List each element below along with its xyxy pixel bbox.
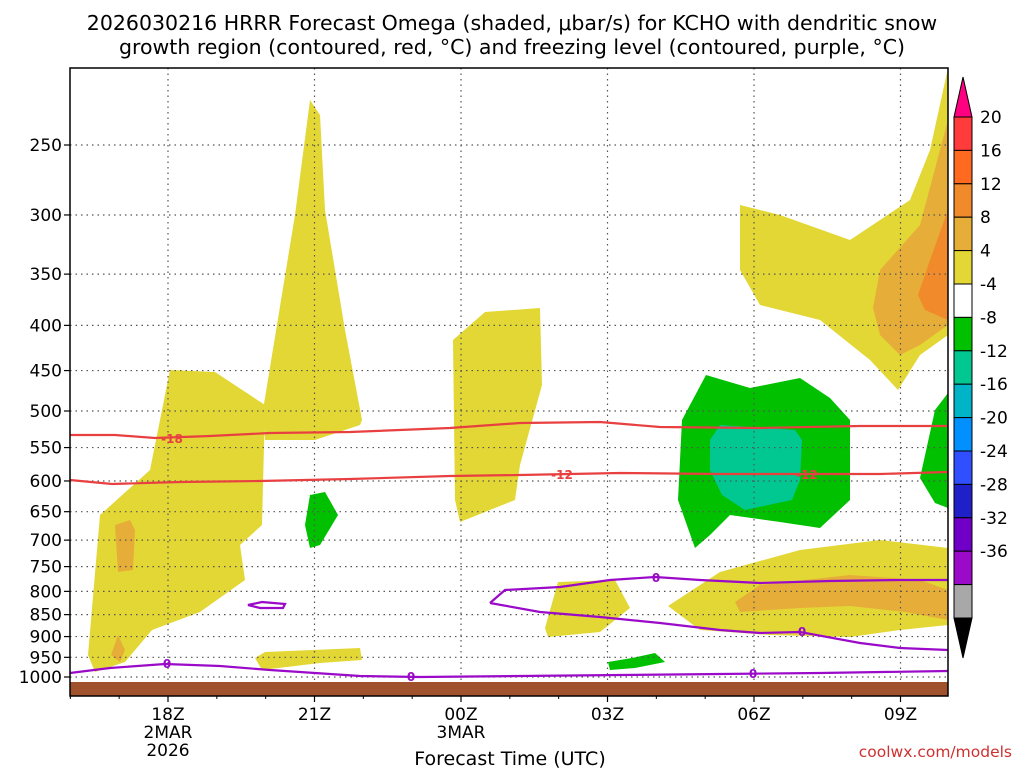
x-tick-label: 09Z bbox=[884, 705, 917, 725]
omega-region-orange-left-low bbox=[111, 635, 125, 662]
colorbar-segment bbox=[953, 350, 973, 385]
omega-region-orange-left bbox=[115, 520, 135, 572]
colorbar-label: 8 bbox=[980, 208, 991, 228]
y-tick-label: 550 bbox=[30, 439, 62, 459]
y-tick-label: 650 bbox=[30, 503, 62, 523]
y-tick-label: 300 bbox=[30, 206, 62, 226]
y-tick-label: 250 bbox=[30, 136, 62, 156]
omega-region-teal-06z bbox=[710, 425, 802, 510]
colorbar-segment bbox=[953, 216, 973, 252]
colorbar-segment bbox=[953, 116, 973, 151]
omega-region-orange-low-right bbox=[735, 575, 948, 620]
dendritic-label-minus-12-right: -12 bbox=[796, 468, 818, 482]
freezing-contour-surface bbox=[69, 662, 949, 679]
freezing-label-0-c: 0 bbox=[652, 571, 660, 585]
freezing-contour-lower-branch bbox=[489, 601, 949, 652]
colorbar-segment bbox=[953, 183, 973, 218]
freezing-label-0-d: 0 bbox=[749, 667, 757, 681]
colorbar-label: -20 bbox=[980, 409, 1008, 429]
y-tick-label: 850 bbox=[30, 606, 62, 626]
dendritic-label-minus-12: -12 bbox=[551, 468, 573, 482]
colorbar-segment bbox=[953, 417, 973, 452]
freezing-label-0-a: 0 bbox=[163, 657, 171, 671]
y-tick-label: 450 bbox=[30, 362, 62, 382]
colorbar-segment bbox=[953, 316, 973, 352]
colorbar-label: 12 bbox=[980, 175, 1002, 195]
x-tick-label: 21Z bbox=[298, 705, 331, 725]
colorbar-label: -28 bbox=[980, 475, 1008, 495]
colorbar-label: -4 bbox=[980, 275, 997, 295]
y-tick-label: 700 bbox=[30, 531, 62, 551]
y-tick-label: 350 bbox=[30, 265, 62, 285]
omega-region-yellow-spike-21z bbox=[263, 100, 362, 440]
colorbar-label: -16 bbox=[980, 375, 1008, 395]
dendritic-contours: -18 -12 -12 bbox=[69, 420, 949, 486]
colorbar-label: -36 bbox=[980, 542, 1008, 562]
colorbar-label: 20 bbox=[980, 108, 1002, 128]
colorbar-label: -32 bbox=[980, 509, 1008, 529]
gridlines bbox=[70, 68, 948, 696]
omega-region-yellow-00z bbox=[453, 308, 542, 522]
x-tick-label: 06Z bbox=[737, 705, 770, 725]
x-axis-label: Forecast Time (UTC) bbox=[414, 748, 605, 768]
colorbar-label: -12 bbox=[980, 342, 1008, 362]
colorbar-label: -8 bbox=[980, 308, 997, 328]
colorbar-segment bbox=[953, 584, 973, 619]
colorbar-segment bbox=[953, 450, 973, 485]
dendritic-contour-minus-12 bbox=[69, 470, 949, 486]
x-tick-sublabel: 2026 bbox=[146, 741, 189, 761]
omega-shading bbox=[88, 68, 948, 672]
y-tick-label: 800 bbox=[30, 582, 62, 602]
freezing-contour-loop bbox=[247, 600, 287, 610]
y-axis: 2503003504004505005506006507007508008509… bbox=[19, 136, 70, 688]
omega-region-green-low-03z bbox=[608, 653, 665, 670]
colorbar-segment bbox=[953, 250, 973, 285]
y-tick-label: 900 bbox=[30, 628, 62, 648]
colorbar: 20 16 12 8 4 -4 -8 -12 -16 -20 -24 -28 -32 -36 bbox=[953, 76, 1008, 659]
y-tick-label: 950 bbox=[30, 648, 62, 668]
freezing-contours: 0 0 0 0 0 bbox=[69, 571, 949, 684]
y-tick-label: 750 bbox=[30, 558, 62, 578]
freezing-label-0-b: 0 bbox=[407, 670, 415, 684]
colorbar-label: -24 bbox=[980, 442, 1008, 462]
colorbar-segment bbox=[953, 550, 973, 586]
chart-title-line-1: 2026030216 HRRR Forecast Omega (shaded, … bbox=[87, 11, 937, 35]
y-tick-label: 500 bbox=[30, 402, 62, 422]
x-tick-sublabel: 3MAR bbox=[437, 723, 486, 743]
omega-region-darkorange-upper-right bbox=[918, 210, 948, 320]
colorbar-label: 4 bbox=[980, 242, 991, 262]
omega-region-yellow-03z bbox=[545, 580, 630, 637]
dendritic-label-minus-18: -18 bbox=[161, 432, 183, 446]
plot-border bbox=[69, 67, 949, 697]
colorbar-segment bbox=[953, 483, 973, 519]
omega-region-green-21z bbox=[305, 492, 338, 548]
x-tick-label: 03Z bbox=[591, 705, 624, 725]
ground-strip bbox=[70, 682, 948, 696]
x-tick-label: 18Z bbox=[151, 705, 184, 725]
freezing-label-0-e: 0 bbox=[798, 625, 806, 639]
omega-region-green-right-edge bbox=[920, 393, 948, 508]
colorbar-segment bbox=[953, 383, 973, 419]
omega-region-yellow-low-21z bbox=[255, 648, 362, 670]
freezing-contour-elevated bbox=[489, 575, 948, 604]
x-tick-label: 00Z bbox=[444, 705, 477, 725]
y-tick-label: 600 bbox=[30, 472, 62, 492]
chart-title-line-2: growth region (contoured, red, °C) and f… bbox=[119, 35, 905, 59]
y-tick-label: 400 bbox=[30, 316, 62, 336]
omega-region-yellow-left bbox=[88, 370, 265, 672]
colorbar-label: 16 bbox=[980, 141, 1002, 161]
colorbar-segment bbox=[953, 283, 973, 318]
colorbar-bottom-arrow bbox=[953, 617, 973, 659]
colorbar-top-arrow bbox=[953, 76, 973, 118]
credit-text: coolwx.com/models bbox=[859, 743, 1012, 761]
y-tick-label: 1000 bbox=[19, 668, 62, 688]
colorbar-segment bbox=[953, 149, 973, 185]
x-tick-sublabel: 2MAR bbox=[144, 723, 193, 743]
colorbar-segment bbox=[953, 517, 973, 552]
dendritic-contour-minus-18 bbox=[70, 420, 948, 440]
